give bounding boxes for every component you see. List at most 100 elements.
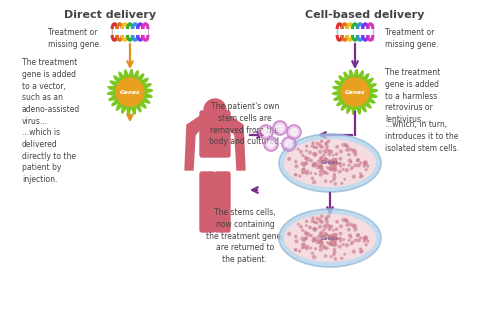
Circle shape [349, 148, 352, 151]
Circle shape [301, 237, 304, 240]
Circle shape [339, 225, 342, 228]
Circle shape [300, 150, 302, 153]
Circle shape [312, 256, 316, 259]
Circle shape [330, 164, 333, 166]
Circle shape [287, 125, 301, 139]
Circle shape [365, 169, 367, 171]
Circle shape [325, 151, 327, 153]
Circle shape [334, 173, 336, 175]
Circle shape [288, 232, 290, 236]
Circle shape [315, 173, 316, 175]
Circle shape [303, 164, 305, 166]
Circle shape [329, 161, 332, 163]
Circle shape [318, 241, 321, 244]
Circle shape [333, 155, 334, 156]
Circle shape [343, 164, 345, 165]
Circle shape [334, 168, 337, 172]
Circle shape [305, 237, 307, 239]
Circle shape [346, 220, 348, 223]
Circle shape [329, 160, 331, 162]
Polygon shape [228, 115, 245, 170]
Circle shape [312, 177, 313, 180]
Circle shape [329, 236, 332, 238]
Circle shape [360, 176, 361, 178]
Circle shape [354, 239, 357, 242]
Circle shape [305, 150, 307, 151]
Circle shape [327, 140, 330, 142]
Circle shape [348, 164, 350, 166]
Circle shape [309, 151, 312, 154]
Circle shape [351, 241, 354, 243]
Circle shape [365, 244, 367, 246]
Circle shape [320, 215, 323, 218]
Circle shape [336, 163, 338, 164]
FancyBboxPatch shape [200, 172, 215, 232]
Circle shape [360, 173, 362, 175]
Circle shape [315, 238, 318, 241]
Circle shape [305, 157, 308, 160]
Circle shape [295, 240, 298, 243]
Circle shape [301, 229, 304, 231]
Circle shape [357, 239, 360, 242]
Circle shape [333, 237, 334, 239]
Circle shape [321, 236, 324, 238]
Circle shape [330, 167, 333, 170]
Circle shape [307, 233, 310, 236]
Circle shape [345, 220, 347, 221]
Circle shape [314, 221, 316, 223]
Circle shape [312, 252, 313, 254]
Circle shape [360, 251, 361, 253]
Circle shape [319, 248, 322, 251]
Circle shape [319, 239, 322, 242]
Circle shape [310, 159, 312, 162]
Circle shape [290, 129, 298, 135]
Circle shape [301, 154, 304, 156]
Circle shape [295, 249, 297, 251]
Circle shape [323, 171, 326, 174]
Circle shape [305, 225, 307, 227]
Circle shape [295, 174, 297, 176]
Circle shape [295, 161, 297, 163]
Circle shape [361, 250, 363, 252]
Circle shape [317, 160, 321, 163]
Circle shape [339, 157, 342, 160]
Circle shape [320, 241, 323, 244]
Circle shape [305, 162, 307, 164]
Circle shape [333, 240, 334, 241]
Circle shape [336, 228, 338, 230]
Circle shape [333, 161, 335, 163]
Circle shape [312, 217, 314, 219]
Circle shape [320, 166, 323, 169]
Circle shape [333, 161, 335, 163]
Ellipse shape [284, 214, 376, 262]
Circle shape [329, 235, 332, 238]
Text: Genes: Genes [120, 90, 140, 94]
Circle shape [305, 237, 307, 240]
Circle shape [338, 238, 341, 240]
Circle shape [320, 159, 323, 162]
Circle shape [330, 161, 332, 163]
Circle shape [312, 180, 316, 184]
Circle shape [300, 225, 302, 228]
Circle shape [321, 156, 323, 158]
Circle shape [312, 164, 315, 167]
Circle shape [329, 163, 331, 165]
Circle shape [339, 232, 342, 235]
Circle shape [116, 78, 144, 106]
Circle shape [354, 153, 357, 156]
Polygon shape [333, 70, 377, 115]
Circle shape [338, 170, 341, 173]
Circle shape [324, 171, 325, 173]
Text: The patient's own
stem cells are
removed from the
body and cultured.: The patient's own stem cells are removed… [209, 102, 281, 146]
Circle shape [301, 244, 304, 246]
Polygon shape [185, 115, 202, 170]
Circle shape [367, 240, 369, 242]
Circle shape [317, 235, 321, 238]
Circle shape [332, 161, 334, 163]
Circle shape [309, 226, 312, 229]
Circle shape [320, 165, 322, 167]
Circle shape [357, 158, 360, 162]
Circle shape [330, 239, 333, 241]
Circle shape [310, 247, 312, 249]
Circle shape [363, 240, 365, 242]
